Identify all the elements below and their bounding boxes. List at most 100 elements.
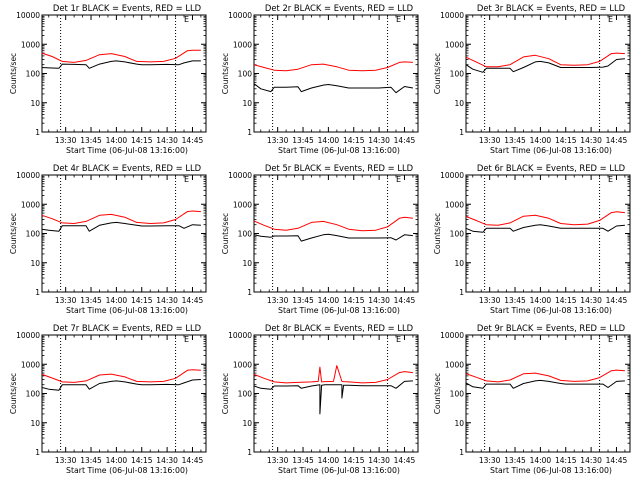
plot-frame	[41, 14, 207, 133]
y-tick-label: 1000	[233, 360, 252, 369]
x-tick-label: 13:30	[479, 456, 501, 465]
x-axis-label: Start Time (06-Jul-08 13:16:00)	[490, 466, 612, 475]
e-marker: E	[396, 175, 401, 184]
y-tick-label: 100	[238, 390, 253, 399]
chart-panel-5: Det 5r BLACK = Events, RED = LLD E 1 10 100 1…	[221, 163, 419, 315]
x-tick-label: 14:30	[368, 296, 390, 305]
e-marker: E	[396, 15, 401, 24]
chart-title: Det 2r BLACK = Events, RED = LLD	[265, 3, 413, 13]
y-tick-label: 10000	[228, 11, 252, 20]
x-tick-label: 13:45	[504, 456, 526, 465]
x-tick-label: 14:00	[106, 456, 128, 465]
x-tick-label: 13:45	[504, 296, 526, 305]
x-tick-label: 13:30	[267, 296, 289, 305]
events-series-line	[253, 380, 413, 415]
y-tick-label: 1	[459, 288, 464, 297]
x-tick-label: 14:15	[555, 456, 577, 465]
y-tick-label: 10000	[440, 171, 464, 180]
y-tick-label: 1	[247, 128, 252, 137]
x-tick-label: 14:30	[580, 456, 602, 465]
y-tick-label: 100	[450, 230, 465, 239]
x-tick-label: 14:30	[368, 136, 390, 145]
chart-title: Det 5r BLACK = Events, RED = LLD	[265, 163, 413, 173]
x-tick-label: 13:45	[292, 296, 314, 305]
y-tick-label: 100	[238, 70, 253, 79]
x-tick-label: 14:00	[106, 136, 128, 145]
events-series-line	[465, 224, 625, 233]
y-tick-label: 1	[35, 128, 40, 137]
y-tick-label: 10	[242, 419, 252, 428]
y-tick-label: 100	[450, 70, 465, 79]
y-tick-label: 10000	[228, 171, 252, 180]
y-tick-label: 1000	[21, 360, 40, 369]
y-tick-label: 10000	[440, 331, 464, 340]
x-tick-label: 14:00	[530, 136, 552, 145]
chart-title: Det 8r BLACK = Events, RED = LLD	[265, 323, 413, 333]
plot-frame	[253, 174, 419, 293]
x-tick-label: 14:45	[182, 296, 204, 305]
x-axis-label: Start Time (06-Jul-08 13:16:00)	[66, 306, 188, 315]
events-series-line	[253, 83, 413, 94]
y-tick-label: 1000	[233, 200, 252, 209]
x-axis-label: Start Time (06-Jul-08 13:16:00)	[278, 146, 400, 155]
x-tick-label: 14:15	[131, 136, 153, 145]
x-tick-label: 14:00	[318, 456, 340, 465]
y-tick-label: 10	[454, 99, 464, 108]
y-axis-label: Counts/sec	[221, 373, 230, 414]
plot-frame	[41, 334, 207, 453]
x-axis-label: Start Time (06-Jul-08 13:16:00)	[278, 306, 400, 315]
y-axis-label: Counts/sec	[9, 53, 18, 94]
y-tick-label: 10000	[228, 331, 252, 340]
chart-panel-4: Det 4r BLACK = Events, RED = LLD E 1 10 100 1…	[9, 163, 207, 315]
chart-panel-3: Det 3r BLACK = Events, RED = LLD E 1 10 100 1…	[433, 3, 631, 155]
x-tick-label: 14:15	[555, 296, 577, 305]
plot-frame	[253, 334, 419, 453]
x-axis-label: Start Time (06-Jul-08 13:16:00)	[66, 146, 188, 155]
e-marker: E	[608, 15, 613, 24]
x-tick-label: 14:45	[606, 296, 628, 305]
x-tick-label: 14:00	[106, 296, 128, 305]
y-tick-label: 10	[454, 259, 464, 268]
x-tick-label: 14:00	[530, 456, 552, 465]
y-axis-label: Counts/sec	[221, 213, 230, 254]
x-tick-label: 14:45	[606, 456, 628, 465]
x-tick-label: 14:00	[530, 296, 552, 305]
lld-series-line	[41, 49, 201, 63]
x-tick-label: 14:00	[318, 136, 340, 145]
x-axis-label: Start Time (06-Jul-08 13:16:00)	[490, 146, 612, 155]
x-tick-label: 14:45	[394, 136, 416, 145]
chart-title: Det 9r BLACK = Events, RED = LLD	[477, 323, 625, 333]
lld-series-line	[41, 369, 201, 383]
y-tick-label: 1000	[233, 40, 252, 49]
y-tick-label: 1000	[21, 200, 40, 209]
y-tick-label: 1	[35, 288, 40, 297]
chart-panel-2: Det 2r BLACK = Events, RED = LLD E 1 10 100 1…	[221, 3, 419, 155]
y-tick-label: 10	[30, 259, 40, 268]
x-tick-label: 14:15	[131, 296, 153, 305]
y-axis-label: Counts/sec	[433, 213, 442, 254]
y-tick-label: 10000	[16, 331, 40, 340]
y-tick-label: 1	[35, 448, 40, 457]
x-tick-label: 14:30	[368, 456, 390, 465]
e-marker: E	[184, 175, 189, 184]
y-tick-label: 1000	[445, 40, 464, 49]
y-axis-label: Counts/sec	[433, 53, 442, 94]
y-tick-label: 10	[30, 419, 40, 428]
x-tick-label: 13:30	[267, 456, 289, 465]
y-tick-label: 100	[26, 390, 41, 399]
x-tick-label: 13:30	[479, 136, 501, 145]
y-tick-label: 1000	[445, 200, 464, 209]
lld-series-line	[41, 210, 201, 224]
x-axis-label: Start Time (06-Jul-08 13:16:00)	[490, 306, 612, 315]
x-tick-label: 14:15	[343, 456, 365, 465]
chart-panel-8: Det 8r BLACK = Events, RED = LLD E 1 10 100 1…	[221, 323, 419, 475]
x-tick-label: 13:45	[80, 136, 102, 145]
x-tick-label: 14:45	[182, 136, 204, 145]
x-tick-label: 13:45	[504, 136, 526, 145]
lld-series-line	[465, 52, 625, 68]
y-axis-label: Counts/sec	[9, 373, 18, 414]
x-tick-label: 14:30	[156, 136, 178, 145]
y-tick-label: 1	[247, 288, 252, 297]
lld-series-line	[253, 216, 413, 232]
